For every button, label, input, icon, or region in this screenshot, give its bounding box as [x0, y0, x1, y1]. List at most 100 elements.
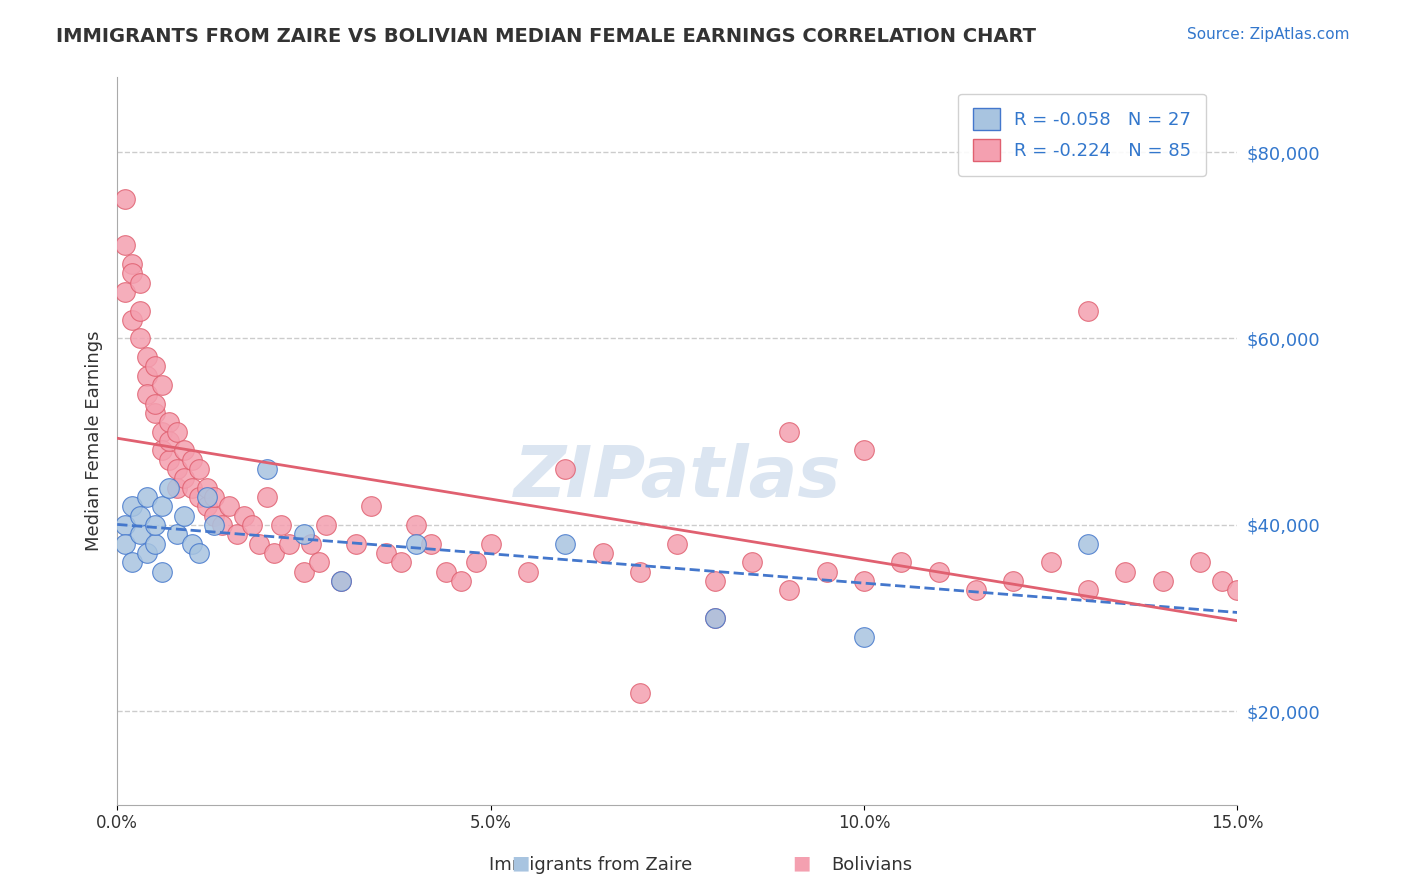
- Point: [1002, 574, 1025, 588]
- Point: [330, 574, 353, 588]
- Point: [166, 462, 188, 476]
- Point: [1039, 555, 1062, 569]
- Point: [703, 574, 725, 588]
- Point: [150, 500, 173, 514]
- Point: [554, 462, 576, 476]
- Point: [173, 508, 195, 523]
- Point: [180, 536, 202, 550]
- Point: [150, 565, 173, 579]
- Point: [114, 285, 136, 299]
- Point: [1152, 574, 1174, 588]
- Point: [143, 359, 166, 374]
- Point: [360, 500, 382, 514]
- Point: [128, 508, 150, 523]
- Point: [890, 555, 912, 569]
- Point: [195, 500, 218, 514]
- Point: [143, 536, 166, 550]
- Point: [315, 518, 337, 533]
- Point: [852, 443, 875, 458]
- Point: [202, 508, 225, 523]
- Point: [202, 490, 225, 504]
- Point: [516, 565, 538, 579]
- Point: [136, 350, 159, 364]
- Point: [628, 565, 651, 579]
- Point: [150, 425, 173, 439]
- Point: [114, 536, 136, 550]
- Point: [136, 387, 159, 401]
- Point: [270, 518, 292, 533]
- Point: [247, 536, 270, 550]
- Text: Immigrants from Zaire: Immigrants from Zaire: [489, 856, 692, 874]
- Point: [188, 490, 211, 504]
- Point: [159, 481, 181, 495]
- Point: [202, 518, 225, 533]
- Text: Source: ZipAtlas.com: Source: ZipAtlas.com: [1187, 27, 1350, 42]
- Point: [114, 518, 136, 533]
- Point: [136, 490, 159, 504]
- Point: [299, 536, 322, 550]
- Point: [419, 536, 441, 550]
- Point: [159, 416, 181, 430]
- Point: [159, 434, 181, 448]
- Point: [263, 546, 285, 560]
- Point: [1114, 565, 1136, 579]
- Point: [173, 471, 195, 485]
- Point: [143, 518, 166, 533]
- Point: [344, 536, 367, 550]
- Point: [128, 331, 150, 345]
- Point: [225, 527, 247, 541]
- Point: [405, 536, 427, 550]
- Point: [965, 583, 987, 598]
- Point: [666, 536, 689, 550]
- Point: [928, 565, 950, 579]
- Point: [1188, 555, 1211, 569]
- Point: [233, 508, 256, 523]
- Point: [852, 574, 875, 588]
- Point: [1077, 536, 1099, 550]
- Point: [389, 555, 412, 569]
- Point: [277, 536, 299, 550]
- Point: [256, 490, 278, 504]
- Point: [159, 452, 181, 467]
- Point: [121, 313, 143, 327]
- Point: [1226, 583, 1249, 598]
- Point: [741, 555, 763, 569]
- Point: [405, 518, 427, 533]
- Point: [479, 536, 502, 550]
- Point: [114, 238, 136, 252]
- Point: [778, 583, 800, 598]
- Point: [128, 303, 150, 318]
- Text: ZIPatlas: ZIPatlas: [513, 443, 841, 512]
- Point: [778, 425, 800, 439]
- Point: [114, 192, 136, 206]
- Point: [218, 500, 240, 514]
- Point: [628, 686, 651, 700]
- Point: [1077, 583, 1099, 598]
- Point: [136, 368, 159, 383]
- Point: [703, 611, 725, 625]
- Text: ■: ■: [792, 854, 811, 872]
- Point: [166, 425, 188, 439]
- Point: [150, 378, 173, 392]
- Point: [121, 500, 143, 514]
- Point: [852, 630, 875, 644]
- Point: [143, 397, 166, 411]
- Point: [1077, 303, 1099, 318]
- Point: [211, 518, 233, 533]
- Text: ■: ■: [510, 854, 530, 872]
- Point: [173, 443, 195, 458]
- Point: [592, 546, 614, 560]
- Point: [292, 527, 315, 541]
- Point: [1211, 574, 1233, 588]
- Point: [188, 546, 211, 560]
- Point: [450, 574, 472, 588]
- Text: Bolivians: Bolivians: [831, 856, 912, 874]
- Point: [292, 565, 315, 579]
- Point: [195, 481, 218, 495]
- Point: [256, 462, 278, 476]
- Point: [121, 555, 143, 569]
- Point: [128, 276, 150, 290]
- Point: [136, 546, 159, 560]
- Point: [464, 555, 486, 569]
- Point: [166, 527, 188, 541]
